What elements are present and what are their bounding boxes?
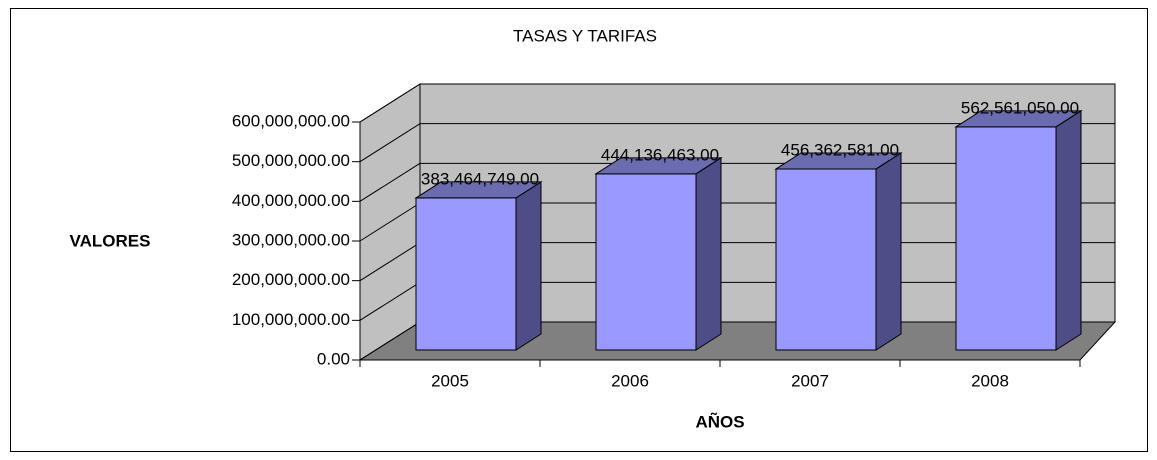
bar-top (414, 181, 543, 199)
x-tick-label: 2007 (791, 371, 829, 390)
chart-title: TASAS Y TARIFAS (513, 26, 657, 45)
x-tick-label: 2005 (431, 371, 469, 390)
y-tick-label: 200,000,000.00 (232, 270, 350, 289)
y-tick-label: 600,000,000.00 (232, 111, 350, 130)
bar-top (954, 110, 1083, 128)
bar (954, 109, 1083, 351)
y-tick-label: 100,000,000.00 (232, 310, 350, 329)
y-tick-label: 300,000,000.00 (232, 230, 350, 249)
value-label: 562,561,050.00 (961, 98, 1079, 117)
bar-side (515, 180, 542, 351)
grid-line-side (359, 321, 421, 361)
grid-line-side (359, 83, 421, 123)
y-tick-label: 500,000,000.00 (232, 151, 350, 170)
bar-front (775, 168, 877, 351)
grid-line-side (359, 281, 421, 321)
grid-line-side (359, 242, 421, 282)
bar (774, 152, 903, 351)
grid-line-side (359, 123, 421, 163)
value-label: 456,362,581.00 (781, 140, 899, 159)
bar-top (774, 152, 903, 170)
y-tick-label: 0.00 (317, 349, 350, 368)
bar-side (875, 152, 902, 351)
value-label: 383,464,749.00 (421, 169, 539, 188)
bar-side (695, 156, 722, 351)
bar-front (595, 173, 697, 351)
bar-front (955, 126, 1057, 351)
y-tick-label: 400,000,000.00 (232, 191, 350, 210)
bar (414, 180, 543, 351)
grid-line-side (359, 162, 421, 202)
y-axis-label: VALORES (70, 231, 151, 250)
x-tick-label: 2006 (611, 371, 649, 390)
bar-front (415, 197, 517, 351)
bar (594, 156, 723, 351)
x-tick-label: 2008 (971, 371, 1009, 390)
value-label: 444,136,463.00 (601, 145, 719, 164)
bar-side (1055, 109, 1082, 351)
bar-top (594, 157, 723, 175)
x-axis-label: AÑOS (695, 411, 744, 431)
grid-line-side (359, 202, 421, 242)
